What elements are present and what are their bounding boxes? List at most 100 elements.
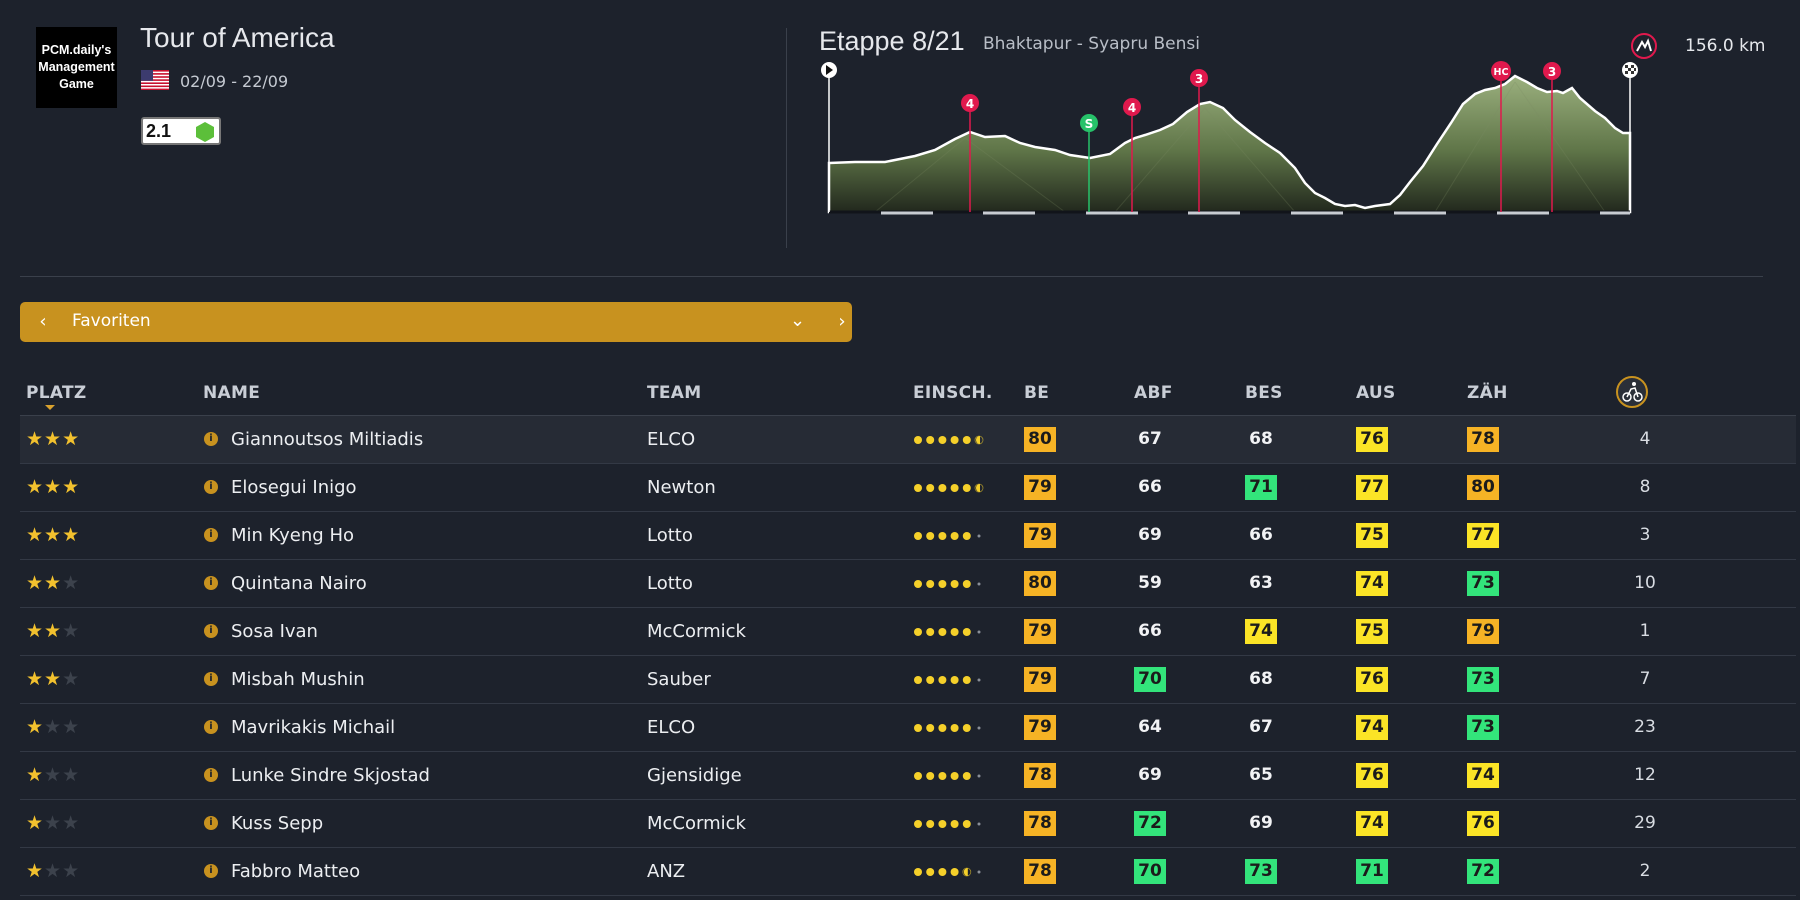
star-icon: ★ <box>44 764 63 786</box>
star-icon: ★ <box>62 764 81 786</box>
rider-name[interactable]: Elosegui Inigo <box>231 477 357 498</box>
stage-marker[interactable]: S <box>1080 114 1098 212</box>
rider-name[interactable]: Fabbro Matteo <box>231 861 361 882</box>
stat-bes: 71 <box>1245 475 1277 500</box>
stat-abf: 67 <box>1138 429 1162 449</box>
hexagon-icon <box>196 122 214 142</box>
rider-name[interactable]: Misbah Mushin <box>231 669 365 690</box>
stat-aus: 76 <box>1356 763 1388 788</box>
rider-number: 23 <box>1634 717 1656 737</box>
info-icon[interactable]: i <box>204 624 218 638</box>
column-header-name[interactable]: NAME <box>203 383 261 403</box>
mountain-icon[interactable] <box>1630 32 1658 60</box>
stage-marker[interactable]: 4 <box>1123 98 1141 212</box>
rider-number: 4 <box>1639 429 1651 449</box>
rider-number: 8 <box>1639 477 1651 497</box>
info-icon[interactable]: i <box>204 720 218 734</box>
rider-rating: ★★★ <box>26 464 80 511</box>
table-row[interactable]: ★★★ i Elosegui Inigo Newton 79 66 71 77 80 8 <box>20 464 1796 512</box>
stage-marker[interactable]: 3 <box>1190 69 1208 212</box>
info-icon[interactable]: i <box>204 480 218 494</box>
stage-title: Etappe 8/21 <box>819 26 965 56</box>
sort-caret-icon <box>45 405 55 410</box>
info-icon[interactable]: i <box>204 576 218 590</box>
column-header-aus[interactable]: AUS <box>1356 383 1396 403</box>
table-row[interactable]: ★★★ i Mavrikakis Michail ELCO 79 64 67 74 73 23 <box>20 704 1796 752</box>
star-icon: ★ <box>62 812 81 834</box>
info-icon[interactable]: i <box>204 432 218 446</box>
table-row[interactable]: ★★★ i Misbah Mushin Sauber 79 70 68 76 73 7 <box>20 656 1796 704</box>
rider-name[interactable]: Quintana Nairo <box>231 573 367 594</box>
favorites-selector[interactable]: ‹ Favoriten ⌄ › <box>20 302 852 342</box>
form-dots <box>914 532 981 540</box>
rider-name[interactable]: Sosa Ivan <box>231 621 318 642</box>
star-icon: ★ <box>62 476 81 498</box>
star-icon: ★ <box>26 524 45 546</box>
stat-zah: 73 <box>1467 715 1499 740</box>
rider-name[interactable]: Kuss Sepp <box>231 813 324 834</box>
cyclist-icon[interactable] <box>1615 375 1649 409</box>
stage-marker[interactable]: 3 <box>1543 62 1561 212</box>
section-divider <box>20 276 1763 277</box>
stat-bes: 67 <box>1249 717 1273 737</box>
info-icon[interactable]: i <box>204 768 218 782</box>
svg-text:4: 4 <box>966 97 974 111</box>
svg-text:4: 4 <box>1128 101 1136 115</box>
rider-name[interactable]: Min Kyeng Ho <box>231 525 354 546</box>
column-header-abf[interactable]: ABF <box>1134 383 1173 403</box>
stat-abf: 69 <box>1138 765 1162 785</box>
stat-abf: 70 <box>1134 859 1166 884</box>
stat-bes: 63 <box>1249 573 1273 593</box>
rider-form <box>913 577 987 591</box>
star-icon: ★ <box>26 620 45 642</box>
form-dots <box>914 772 981 780</box>
rider-team: ANZ <box>647 861 686 882</box>
rider-rating: ★★★ <box>26 848 80 895</box>
rider-name[interactable]: Mavrikakis Michail <box>231 717 396 738</box>
column-header-be[interactable]: BE <box>1024 383 1050 403</box>
game-logo: PCM.daily's Management Game <box>36 27 117 108</box>
rider-number: 1 <box>1639 621 1651 641</box>
table-row[interactable]: ★★★ i Min Kyeng Ho Lotto 79 69 66 75 77 3 <box>20 512 1796 560</box>
rider-name[interactable]: Lunke Sindre Skjostad <box>231 765 430 786</box>
column-header-bes[interactable]: BES <box>1245 383 1283 403</box>
rider-form <box>913 865 987 879</box>
selector-label: Favoriten <box>72 311 151 331</box>
chevron-right-icon[interactable]: › <box>838 311 846 332</box>
stat-bes: 68 <box>1249 429 1273 449</box>
stat-bes: 65 <box>1249 765 1273 785</box>
terrain-facets <box>874 81 1606 213</box>
column-header-platz[interactable]: PLATZ <box>26 383 87 403</box>
rider-team: Lotto <box>647 573 693 594</box>
stat-abf: 66 <box>1138 621 1162 641</box>
column-header-team[interactable]: TEAM <box>647 383 702 403</box>
column-header-zah[interactable]: ZÄH <box>1467 383 1508 403</box>
rider-team: Newton <box>647 477 716 498</box>
column-header-einsch[interactable]: EINSCH. <box>913 383 993 403</box>
table-row[interactable]: ★★★ i Sosa Ivan McCormick 79 66 74 75 79 1 <box>20 608 1796 656</box>
info-icon[interactable]: i <box>204 864 218 878</box>
star-icon: ★ <box>44 860 63 882</box>
table-row[interactable]: ★★★ i Giannoutsos Miltiadis ELCO 80 67 68 76 78 4 <box>20 416 1796 464</box>
rider-number: 7 <box>1639 669 1651 689</box>
chevron-down-icon[interactable]: ⌄ <box>790 310 806 331</box>
table-header: PLATZ NAME TEAM EINSCH. BE ABF BES AUS Z… <box>20 370 1796 416</box>
table-row[interactable]: ★★★ i Kuss Sepp McCormick 78 72 69 74 76 29 <box>20 800 1796 848</box>
info-icon[interactable]: i <box>204 528 218 542</box>
star-icon: ★ <box>26 476 45 498</box>
info-icon[interactable]: i <box>204 672 218 686</box>
stat-be: 78 <box>1024 763 1056 788</box>
stage-marker[interactable]: HC <box>1491 61 1511 212</box>
stat-abf: 69 <box>1138 525 1162 545</box>
stat-be: 79 <box>1024 523 1056 548</box>
stage-marker[interactable]: 4 <box>961 94 979 212</box>
table-row[interactable]: ★★★ i Lunke Sindre Skjostad Gjensidige 78 69 6… <box>20 752 1796 800</box>
rider-name[interactable]: Giannoutsos Miltiadis <box>231 429 424 450</box>
table-row[interactable]: ★★★ i Fabbro Matteo ANZ 78 70 73 71 72 2 <box>20 848 1796 896</box>
chevron-left-icon[interactable]: ‹ <box>39 311 47 332</box>
stat-zah: 79 <box>1467 619 1499 644</box>
svg-text:3: 3 <box>1548 65 1556 79</box>
table-row[interactable]: ★★★ i Quintana Nairo Lotto 80 59 63 74 73 10 <box>20 560 1796 608</box>
stat-aus: 76 <box>1356 427 1388 452</box>
info-icon[interactable]: i <box>204 816 218 830</box>
